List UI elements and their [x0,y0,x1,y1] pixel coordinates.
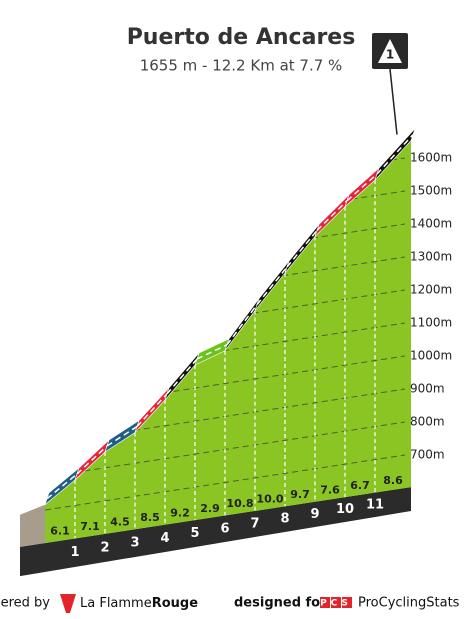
x-tick-label: 9 [310,507,319,522]
road-center [46,473,78,500]
pcs-text: PCS [320,599,352,609]
brand: La FlammeRouge [80,596,198,611]
gradient-label: 8.6 [383,474,403,487]
y-tick-label: 800m [410,415,445,429]
brand-a: La Flamme [80,596,152,611]
gradient-label: 10.8 [226,497,253,510]
footer: powered by La FlammeRouge designed for P… [0,594,460,613]
powered-by: powered by [0,596,50,611]
x-tick-label: 1 [70,545,79,560]
side-wall [20,504,45,547]
gradient-label: 4.5 [110,516,130,529]
site-name: ProCyclingStats [358,596,460,611]
y-tick-label: 1100m [410,316,452,330]
road-center [226,304,258,346]
y-tick-label: 1400m [410,217,452,231]
base [20,487,411,577]
gradient-label: 7.6 [320,483,340,496]
road-center [76,445,108,475]
gradient-label: 9.2 [170,506,190,519]
x-tick-label: 11 [366,497,384,512]
road-segment [374,128,416,181]
x-tick-label: 6 [220,521,229,536]
pcs-box [320,597,330,608]
flamme-logo [60,594,76,613]
profile-chart: 700m 800m 900m 1000m 1100m 1200m 1300m 1400m 150… [20,68,455,577]
x-tick-label: 5 [190,526,199,541]
y-tick-label: 700m [410,448,445,462]
gradient-label: 6.7 [350,479,370,492]
road-center [346,173,378,202]
designed-for: designed for [234,596,327,611]
icon-label: 1 [386,48,394,62]
pcs-box [331,597,341,608]
x-tick-label: 3 [130,536,139,551]
grid-line [45,454,406,511]
gradient-label: 8.5 [140,511,160,524]
road-center [256,266,288,306]
x-tick-label: 2 [100,540,109,555]
brand-b: Rouge [152,596,199,611]
y-tick-label: 900m [410,382,445,396]
pcs-box [342,597,352,608]
gradient-label: 2.9 [200,502,220,515]
x-tick-label: 8 [280,512,289,527]
x-tick-label: 4 [160,531,169,546]
pcs-logo: PCS [320,597,352,609]
profile-area [45,140,411,544]
y-tick-label: 1600m [410,151,452,165]
category-icon: 1 [372,33,408,69]
x-tick-label: 7 [250,516,259,531]
road-center [376,134,414,175]
road-center [136,393,168,428]
y-tick-label: 1200m [410,283,452,297]
y-tick-label: 1500m [410,184,452,198]
gradient-label: 9.7 [290,488,310,501]
y-tick-label: 1000m [410,349,452,363]
chart-subtitle: 1655 m - 12.2 Km at 7.7 % [140,57,343,75]
icon-triangle [378,39,402,63]
road-center [106,425,138,447]
chart-title: Puerto de Ancares [127,25,356,50]
road-center [316,200,348,231]
summit-pole [389,68,398,135]
gradient-label: 7.1 [80,520,100,533]
gradient-label: 6.1 [50,525,70,538]
road-center [196,344,228,360]
x-tick-label: 10 [336,502,354,517]
y-tick-label: 1300m [410,250,452,264]
road-center [166,358,198,395]
gradient-label: 10.0 [256,493,283,506]
x-tick-label: 12.2 [423,490,455,505]
road-center [286,229,318,268]
